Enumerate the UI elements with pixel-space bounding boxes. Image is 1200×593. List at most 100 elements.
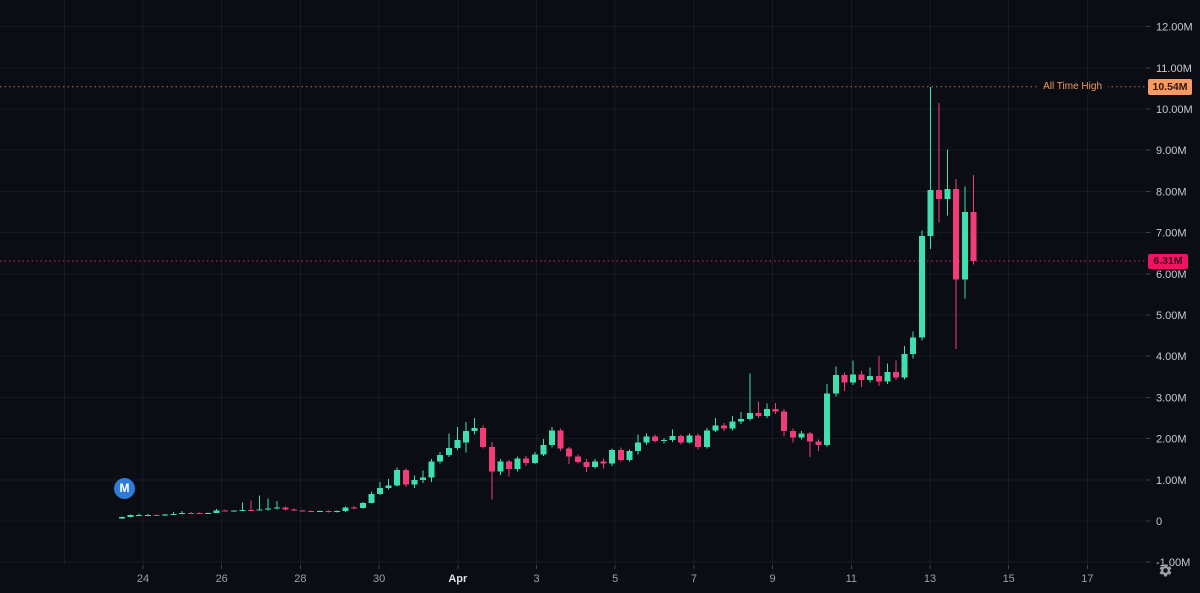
candle-body (901, 354, 908, 378)
grid-lines (0, 0, 1146, 565)
candle-body (222, 510, 229, 512)
candle-body (385, 485, 392, 489)
candle-body (445, 448, 452, 456)
time-axis-label: 3 (533, 573, 539, 585)
candle-body (858, 374, 865, 381)
time-axis-label: 5 (612, 573, 618, 585)
candle-body (815, 441, 822, 445)
candle-body (961, 212, 968, 280)
price-axis-label: 11.00M (1156, 63, 1192, 75)
candle-body (867, 375, 874, 381)
candle-body (643, 436, 650, 443)
candle-body (927, 190, 934, 236)
time-axis-label: 13 (924, 573, 936, 585)
candle-body (162, 514, 168, 516)
time-axis-label: 26 (216, 573, 228, 585)
candle-body (841, 375, 848, 383)
candle-body (626, 450, 633, 461)
price-axis[interactable]: 12.00M 11.00M 10.00M 9.00M 8.00M 7.00M 6.00M 5.… (1156, 22, 1193, 570)
candle-body (875, 375, 882, 382)
candle-body (884, 371, 891, 382)
candle-body (678, 436, 684, 443)
candle-body (308, 511, 315, 513)
candle-body (918, 235, 925, 338)
candle-body (351, 507, 358, 509)
candle-body (712, 425, 719, 431)
candle-body (488, 446, 495, 472)
candle-body (772, 408, 779, 412)
candle-body (144, 514, 151, 516)
time-axis-label: Apr (448, 573, 468, 585)
price-axis-label: 1.00M (1156, 475, 1187, 487)
candle-body (549, 430, 555, 446)
all-time-high-label: All Time High (1037, 79, 1108, 94)
candle-body (531, 454, 538, 463)
candle-body (316, 511, 323, 513)
candle-body (953, 188, 960, 280)
candle-body (377, 488, 383, 494)
candle-body (592, 461, 598, 468)
series-token-logo: M (114, 478, 135, 499)
candle-body (703, 430, 710, 447)
candle-body (807, 433, 813, 442)
time-axis-label: 24 (137, 573, 149, 585)
candle-body (746, 413, 753, 419)
price-axis-label: 8.00M (1156, 186, 1187, 198)
candle-body (394, 469, 401, 486)
candle-body (738, 418, 745, 422)
time-axis-label: 30 (373, 573, 385, 585)
candle-body (850, 374, 856, 383)
gear-icon[interactable] (1158, 563, 1174, 579)
price-axis-label: 5.00M (1156, 310, 1187, 322)
time-axis-label: 11 (846, 573, 857, 585)
candle-body (420, 477, 426, 480)
price-axis-label: 3.00M (1156, 392, 1187, 404)
candle-series (119, 86, 977, 519)
candle-body (764, 408, 770, 416)
candle-body (540, 445, 547, 455)
candle-body (910, 337, 917, 355)
candle-body (265, 508, 272, 510)
candle-body (291, 509, 297, 511)
candle-body (170, 513, 177, 515)
candle-body (686, 435, 693, 443)
candle-body (230, 510, 237, 512)
candle-body (248, 509, 254, 511)
candle-body (635, 442, 641, 451)
candle-body (454, 440, 461, 449)
candle-body (970, 212, 977, 262)
candle-body (583, 462, 590, 468)
time-axis-label: 17 (1081, 573, 1093, 585)
candle-body (574, 456, 581, 463)
candle-body (824, 393, 831, 445)
candle-body (755, 413, 762, 416)
candle-body (119, 516, 125, 519)
candle-body (428, 461, 435, 478)
time-axis[interactable]: 24 26 28 30 Apr 3 5 7 9 11 13 15 17 (137, 573, 1094, 585)
candle-body (936, 190, 942, 199)
candle-body (944, 188, 951, 199)
candle-body (325, 511, 332, 513)
candle-body (359, 502, 366, 509)
candle-body (721, 425, 727, 429)
candle-body (832, 375, 839, 394)
price-axis-label: 4.00M (1156, 351, 1187, 363)
price-axis-label: 0 (1156, 516, 1162, 528)
candle-body (566, 448, 573, 457)
candle-body (781, 411, 788, 432)
candle-body (256, 509, 263, 511)
candle-body (480, 427, 487, 447)
candle-body (789, 431, 796, 438)
candle-body (471, 427, 478, 432)
time-axis-label: 15 (1003, 573, 1015, 585)
candle-body (136, 514, 143, 516)
candle-body (153, 514, 160, 516)
candle-body (196, 513, 203, 515)
candle-body (652, 436, 659, 442)
axis-ticks (142, 26, 1150, 569)
candle-body (729, 421, 736, 429)
candle-body (299, 510, 306, 512)
